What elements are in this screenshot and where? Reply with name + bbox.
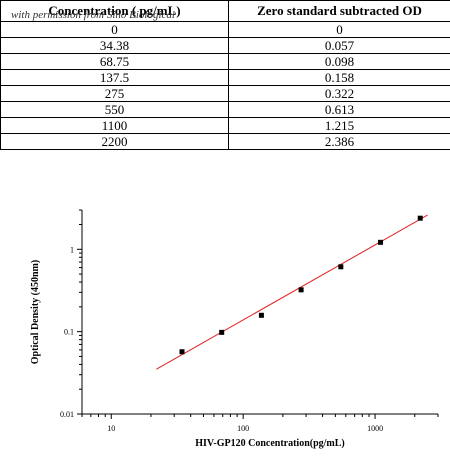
y-tick-label: 0.01 bbox=[60, 410, 74, 419]
standard-curve-table: Concentration ( pg/mL) with permission f… bbox=[0, 0, 450, 150]
y-tick-label: 0.1 bbox=[64, 328, 74, 337]
od-cell: 0.098 bbox=[229, 54, 450, 70]
concentration-cell: 2200 bbox=[1, 134, 229, 150]
chart-svg: 0.01 0.1 1 10 100 1000 Optical Density (450nm… bbox=[0, 192, 450, 460]
standard-curve-chart: 0.01 0.1 1 10 100 1000 Optical Density (450nm… bbox=[0, 192, 450, 460]
data-point bbox=[180, 349, 185, 354]
concentration-cell: 68.75 bbox=[1, 54, 229, 70]
y-axis-label: Optical Density (450nm) bbox=[30, 260, 41, 364]
x-tick-label: 10 bbox=[107, 424, 115, 433]
fit-line bbox=[156, 215, 427, 369]
od-header: Zero standard subtracted OD bbox=[229, 1, 450, 22]
concentration-cell: 0 bbox=[1, 22, 229, 38]
concentration-cell: 1100 bbox=[1, 118, 229, 134]
table-header-row: Concentration ( pg/mL) with permission f… bbox=[1, 1, 450, 22]
data-points bbox=[180, 216, 423, 355]
od-cell: 1.215 bbox=[229, 118, 450, 134]
x-tick-label: 1000 bbox=[367, 424, 383, 433]
od-cell: 0.322 bbox=[229, 86, 450, 102]
concentration-cell: 34.38 bbox=[1, 38, 229, 54]
data-point bbox=[418, 216, 423, 221]
od-cell: 0.158 bbox=[229, 70, 450, 86]
data-point bbox=[299, 287, 304, 292]
concentration-header: Concentration ( pg/mL) with permission f… bbox=[1, 1, 229, 22]
concentration-cell: 550 bbox=[1, 102, 229, 118]
y-tick-label: 1 bbox=[70, 245, 74, 254]
x-axis-label: HIV-GP120 Concentration(pg/mL) bbox=[195, 438, 345, 449]
concentration-header-label: Concentration ( pg/mL) bbox=[48, 3, 180, 18]
od-cell: 0.613 bbox=[229, 102, 450, 118]
od-cell: 0 bbox=[229, 22, 450, 38]
standard-table: Concentration ( pg/mL) with permission f… bbox=[0, 0, 450, 150]
x-tick-label: 100 bbox=[237, 424, 249, 433]
od-cell: 2.386 bbox=[229, 134, 450, 150]
data-point bbox=[338, 264, 343, 269]
data-point bbox=[378, 240, 383, 245]
data-point bbox=[259, 313, 264, 318]
data-point bbox=[219, 330, 224, 335]
concentration-cell: 275 bbox=[1, 86, 229, 102]
od-cell: 0.057 bbox=[229, 38, 450, 54]
concentration-cell: 137.5 bbox=[1, 70, 229, 86]
